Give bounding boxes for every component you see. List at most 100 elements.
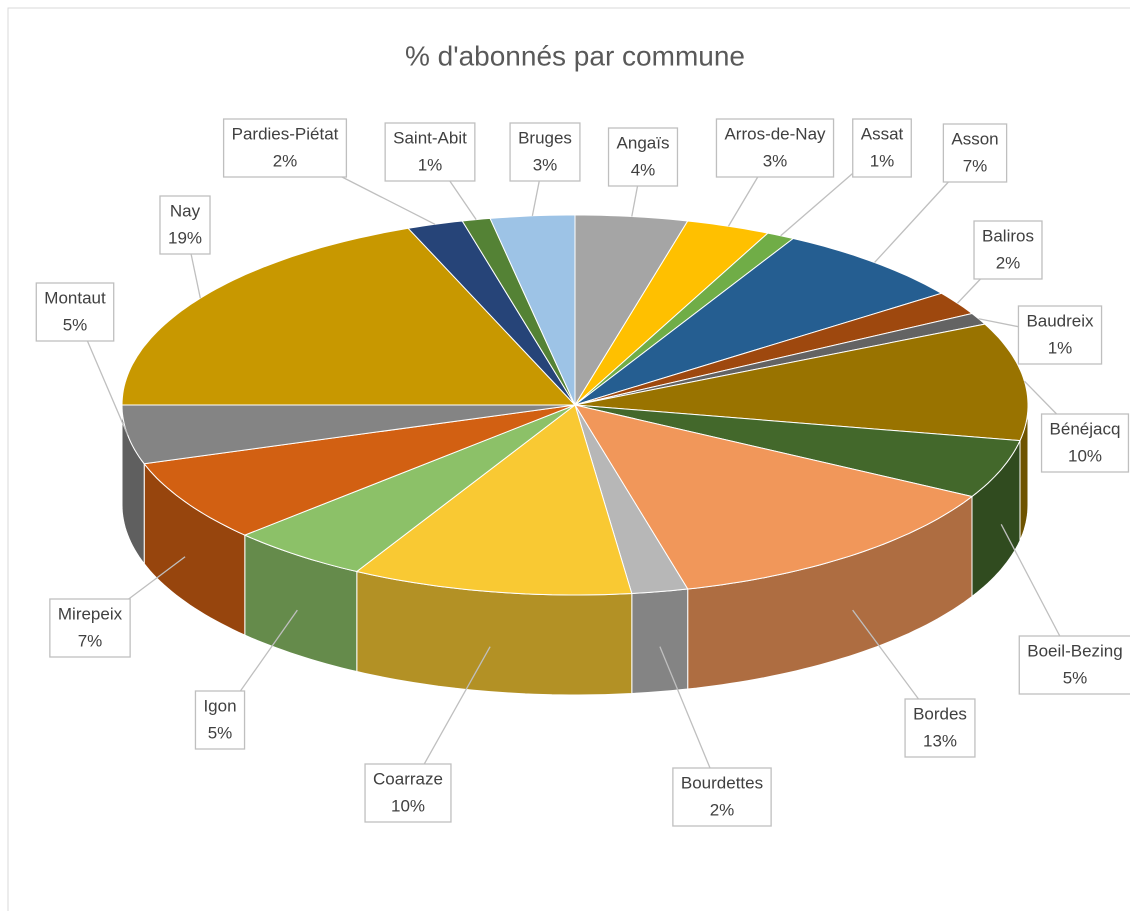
label-value: 10% xyxy=(1068,446,1102,465)
label-name: Baliros xyxy=(982,226,1034,245)
slice xyxy=(574,292,974,406)
label-box xyxy=(49,598,131,658)
label-box xyxy=(672,767,772,827)
label-box xyxy=(509,122,581,182)
label-box xyxy=(1017,305,1103,365)
slices xyxy=(121,214,1029,596)
data-label: Asson 7% xyxy=(874,123,1008,263)
chart-title: % d'abonnés par commune xyxy=(405,40,745,71)
leader-line xyxy=(659,646,711,769)
label-box xyxy=(159,195,211,255)
label-box xyxy=(35,282,115,342)
data-label: Assat 1% xyxy=(780,118,912,237)
label-box xyxy=(942,123,1008,183)
label-box xyxy=(384,122,476,182)
label-value: 7% xyxy=(963,156,988,175)
label-box xyxy=(715,118,835,178)
label-value: 10% xyxy=(391,796,425,815)
label-name: Arros-de-Nay xyxy=(724,124,826,143)
slice xyxy=(355,404,633,596)
label-name: Assat xyxy=(861,124,904,143)
label-value: 4% xyxy=(631,160,656,179)
label-value: 3% xyxy=(763,151,788,170)
data-label: Arros-de-Nay 3% xyxy=(715,118,835,227)
label-name: Montaut xyxy=(44,288,106,307)
label-value: 2% xyxy=(710,800,735,819)
label-value: 13% xyxy=(923,731,957,750)
label-value: 1% xyxy=(870,151,895,170)
label-box xyxy=(904,698,976,758)
label-name: Bruges xyxy=(518,128,572,147)
label-name: Boeil-Bezing xyxy=(1027,641,1122,660)
label-name: Bourdettes xyxy=(681,773,763,792)
slice xyxy=(574,323,1029,442)
label-value: 19% xyxy=(168,228,202,247)
label-box xyxy=(222,118,348,178)
leader-line xyxy=(239,609,298,692)
data-label: Baudreix 1% xyxy=(978,305,1103,365)
leader-line xyxy=(631,185,639,217)
leader-line xyxy=(341,176,436,225)
data-label: Saint-Abit 1% xyxy=(384,122,477,220)
leader-line xyxy=(852,609,920,700)
label-name: Baudreix xyxy=(1026,311,1094,330)
leader-line xyxy=(190,253,201,299)
data-label: Baliros 2% xyxy=(957,220,1043,304)
data-label: Boeil-Bezing 5% xyxy=(1000,524,1130,695)
slice xyxy=(407,220,576,406)
data-label: Coarraze 10% xyxy=(364,646,491,823)
label-value: 7% xyxy=(78,631,103,650)
label-box xyxy=(1040,413,1130,473)
data-label: Bordes 13% xyxy=(852,609,976,758)
data-label: Igon 5% xyxy=(194,609,298,750)
label-value: 1% xyxy=(1048,338,1073,357)
label-box xyxy=(607,127,679,187)
label-name: Angaïs xyxy=(617,133,670,152)
label-value: 1% xyxy=(418,155,443,174)
data-label: Pardies-Piétat 2% xyxy=(222,118,436,225)
leader-line xyxy=(531,180,540,216)
data-label: Montaut 5% xyxy=(35,282,129,435)
slice xyxy=(574,404,689,595)
label-name: Bénéjacq xyxy=(1050,419,1121,438)
label-name: Nay xyxy=(170,201,201,220)
leader-line xyxy=(874,181,949,263)
label-name: Bordes xyxy=(913,704,967,723)
label-box xyxy=(194,690,246,750)
label-value: 5% xyxy=(208,723,233,742)
leader-line xyxy=(727,176,759,227)
data-label: Mirepeix 7% xyxy=(49,556,186,658)
label-value: 3% xyxy=(533,155,558,174)
leader-line xyxy=(978,318,1019,328)
slice xyxy=(574,214,689,407)
label-name: Igon xyxy=(203,696,236,715)
leader-line xyxy=(1023,380,1058,415)
label-box xyxy=(852,118,912,178)
leader-line xyxy=(957,278,981,304)
slice xyxy=(243,404,576,573)
data-label: Nay 19% xyxy=(159,195,211,299)
data-label: Bourdettes 2% xyxy=(659,646,772,827)
slice xyxy=(573,404,974,590)
leader-line xyxy=(128,556,186,600)
label-name: Pardies-Piétat xyxy=(232,124,339,143)
leader-line xyxy=(449,180,477,220)
leader-line xyxy=(1000,524,1061,637)
label-name: Coarraze xyxy=(373,769,443,788)
label-box xyxy=(1018,635,1130,695)
leader-line xyxy=(423,646,491,765)
side-walls xyxy=(121,404,1029,696)
label-name: Mirepeix xyxy=(58,604,123,623)
label-box xyxy=(364,763,452,823)
data-label: Bénéjacq 10% xyxy=(1023,380,1130,473)
leader-line xyxy=(86,340,129,435)
label-name: Asson xyxy=(951,129,998,148)
label-value: 2% xyxy=(273,151,298,170)
leader-line xyxy=(780,172,854,237)
label-value: 2% xyxy=(996,253,1021,272)
label-value: 5% xyxy=(1063,668,1088,687)
slice xyxy=(574,404,1021,498)
slice xyxy=(143,404,576,536)
label-name: Saint-Abit xyxy=(393,128,467,147)
